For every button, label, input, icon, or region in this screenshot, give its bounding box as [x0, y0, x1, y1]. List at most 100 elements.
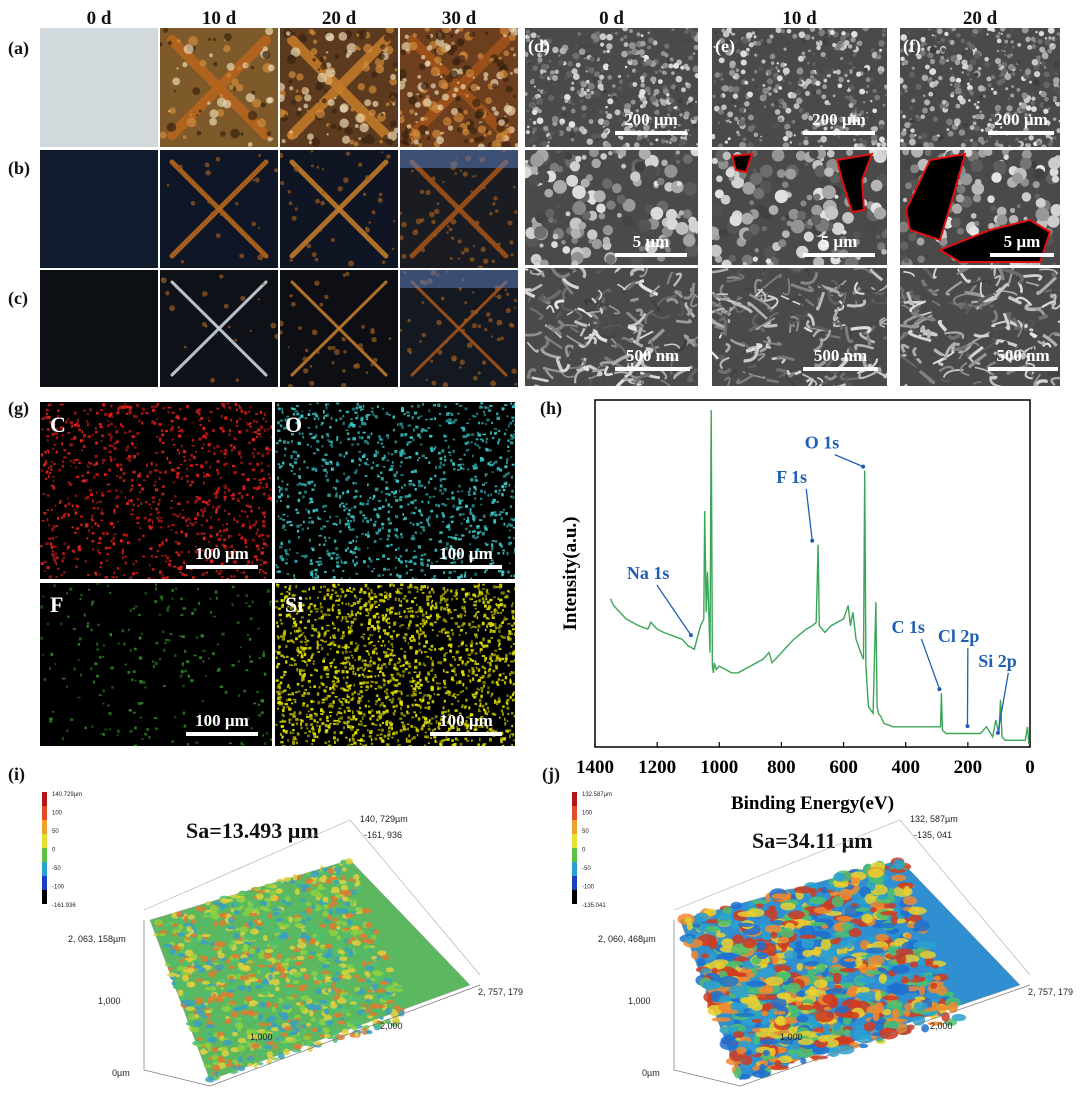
surface-feature: [823, 952, 834, 964]
surface-feature: [866, 936, 876, 943]
surface-feature: [221, 1050, 230, 1057]
surface-feature: [292, 873, 298, 881]
surface-feature: [266, 1041, 275, 1045]
surface-feature: [201, 933, 212, 938]
surface-feature: [385, 967, 395, 973]
surface-feature: [797, 1004, 816, 1011]
surface-feature: [332, 1036, 338, 1044]
profile-axis-label: 2, 060, 468µm: [598, 934, 656, 944]
surface-feature: [345, 994, 352, 1001]
surface-feature: [271, 927, 281, 932]
surface-feature: [854, 907, 870, 912]
surface-feature: [355, 906, 363, 913]
surface-feature: [267, 993, 275, 998]
annotation-arrow: [834, 454, 864, 468]
surface-feature: [931, 964, 939, 969]
surface-feature: [193, 1006, 203, 1010]
surface-feature: [195, 906, 206, 912]
surface-feature: [262, 935, 268, 942]
surface-feature: [268, 973, 273, 981]
surface-feature: [707, 1004, 722, 1016]
surface-feature: [728, 985, 749, 996]
surface-feature: [835, 1005, 850, 1014]
surface-feature: [264, 1022, 271, 1027]
surface-feature: [366, 989, 373, 993]
surface-feature: [248, 912, 259, 917]
surface-feature: [255, 893, 264, 900]
surface-feature: [237, 1066, 246, 1072]
eds-map-C: [40, 402, 272, 579]
surface-feature: [183, 959, 188, 967]
surface-feature: [254, 907, 259, 914]
surface-feature: [718, 1002, 732, 1012]
legend-swatch: [572, 862, 577, 876]
surface-feature: [237, 985, 247, 991]
surface-feature: [212, 1061, 219, 1066]
surface-feature: [263, 897, 273, 903]
surface-feature: [267, 1015, 277, 1021]
surface-feature: [233, 1007, 241, 1012]
photo-c-2: [280, 270, 398, 387]
legend-tick: 0: [582, 848, 586, 854]
surface-feature: [297, 874, 303, 880]
surface-feature: [227, 989, 235, 994]
surface-feature: [306, 916, 312, 922]
surface-feature: [262, 960, 273, 966]
surface-feature: [272, 978, 280, 986]
surface-feature: [300, 884, 310, 889]
surface-feature: [280, 1043, 291, 1051]
surface-feature: [239, 890, 247, 895]
surface-feature: [796, 962, 804, 971]
surface-feature: [758, 1067, 766, 1078]
surface-feature: [797, 1031, 816, 1036]
surface-feature: [295, 1002, 302, 1006]
surface-feature: [172, 917, 183, 922]
surface-feature: [193, 1020, 203, 1027]
surface-feature: [893, 859, 905, 871]
surface-feature: [255, 984, 263, 990]
surface-feature: [747, 901, 754, 907]
header-0d: 0 d: [86, 8, 112, 29]
surface-feature: [348, 948, 354, 955]
surface-feature: [274, 997, 280, 1004]
surface-feature: [254, 943, 260, 948]
surface-feature: [914, 996, 926, 1001]
surface-feature: [891, 964, 910, 974]
surface-feature: [353, 890, 363, 894]
surface-feature: [775, 1015, 786, 1025]
surface-feature: [263, 952, 272, 959]
surface-feature: [281, 1032, 289, 1037]
surface-feature: [236, 1044, 246, 1052]
surface-feature: [369, 1003, 380, 1010]
surface-feature: [734, 1012, 755, 1017]
surface-feature: [250, 1042, 260, 1050]
surface-feature: [232, 1031, 239, 1037]
surface-feature: [310, 1003, 319, 1011]
surface-feature: [321, 952, 331, 959]
surface-feature: [278, 966, 286, 973]
surface-feature: [701, 953, 710, 959]
surface-feature: [324, 976, 331, 981]
surface-feature: [354, 1031, 359, 1038]
profile-axis-label: 1,000: [250, 1032, 273, 1042]
surface-feature: [261, 991, 269, 996]
sem-scale-d2: 5 µm: [615, 232, 687, 257]
surface-feature: [317, 1028, 322, 1033]
surface-feature: [833, 872, 846, 882]
x-tick-label: 800: [767, 757, 796, 778]
surface-feature: [225, 1016, 230, 1020]
surface-feature: [872, 1010, 880, 1022]
surface-feature: [855, 1024, 867, 1030]
surface-feature: [891, 874, 907, 882]
surface-feature: [381, 994, 392, 1001]
surface-feature: [321, 970, 331, 975]
surface-feature: [203, 1064, 213, 1068]
surface-feature: [228, 1068, 239, 1074]
surface-feature: [361, 1012, 372, 1016]
surface-feature: [183, 990, 193, 997]
surface-feature: [299, 1004, 306, 1012]
legend-swatch: [42, 820, 47, 834]
profile-axis-label: 2,000: [380, 1021, 403, 1031]
surface-feature: [336, 935, 342, 941]
surface-feature: [210, 913, 220, 920]
